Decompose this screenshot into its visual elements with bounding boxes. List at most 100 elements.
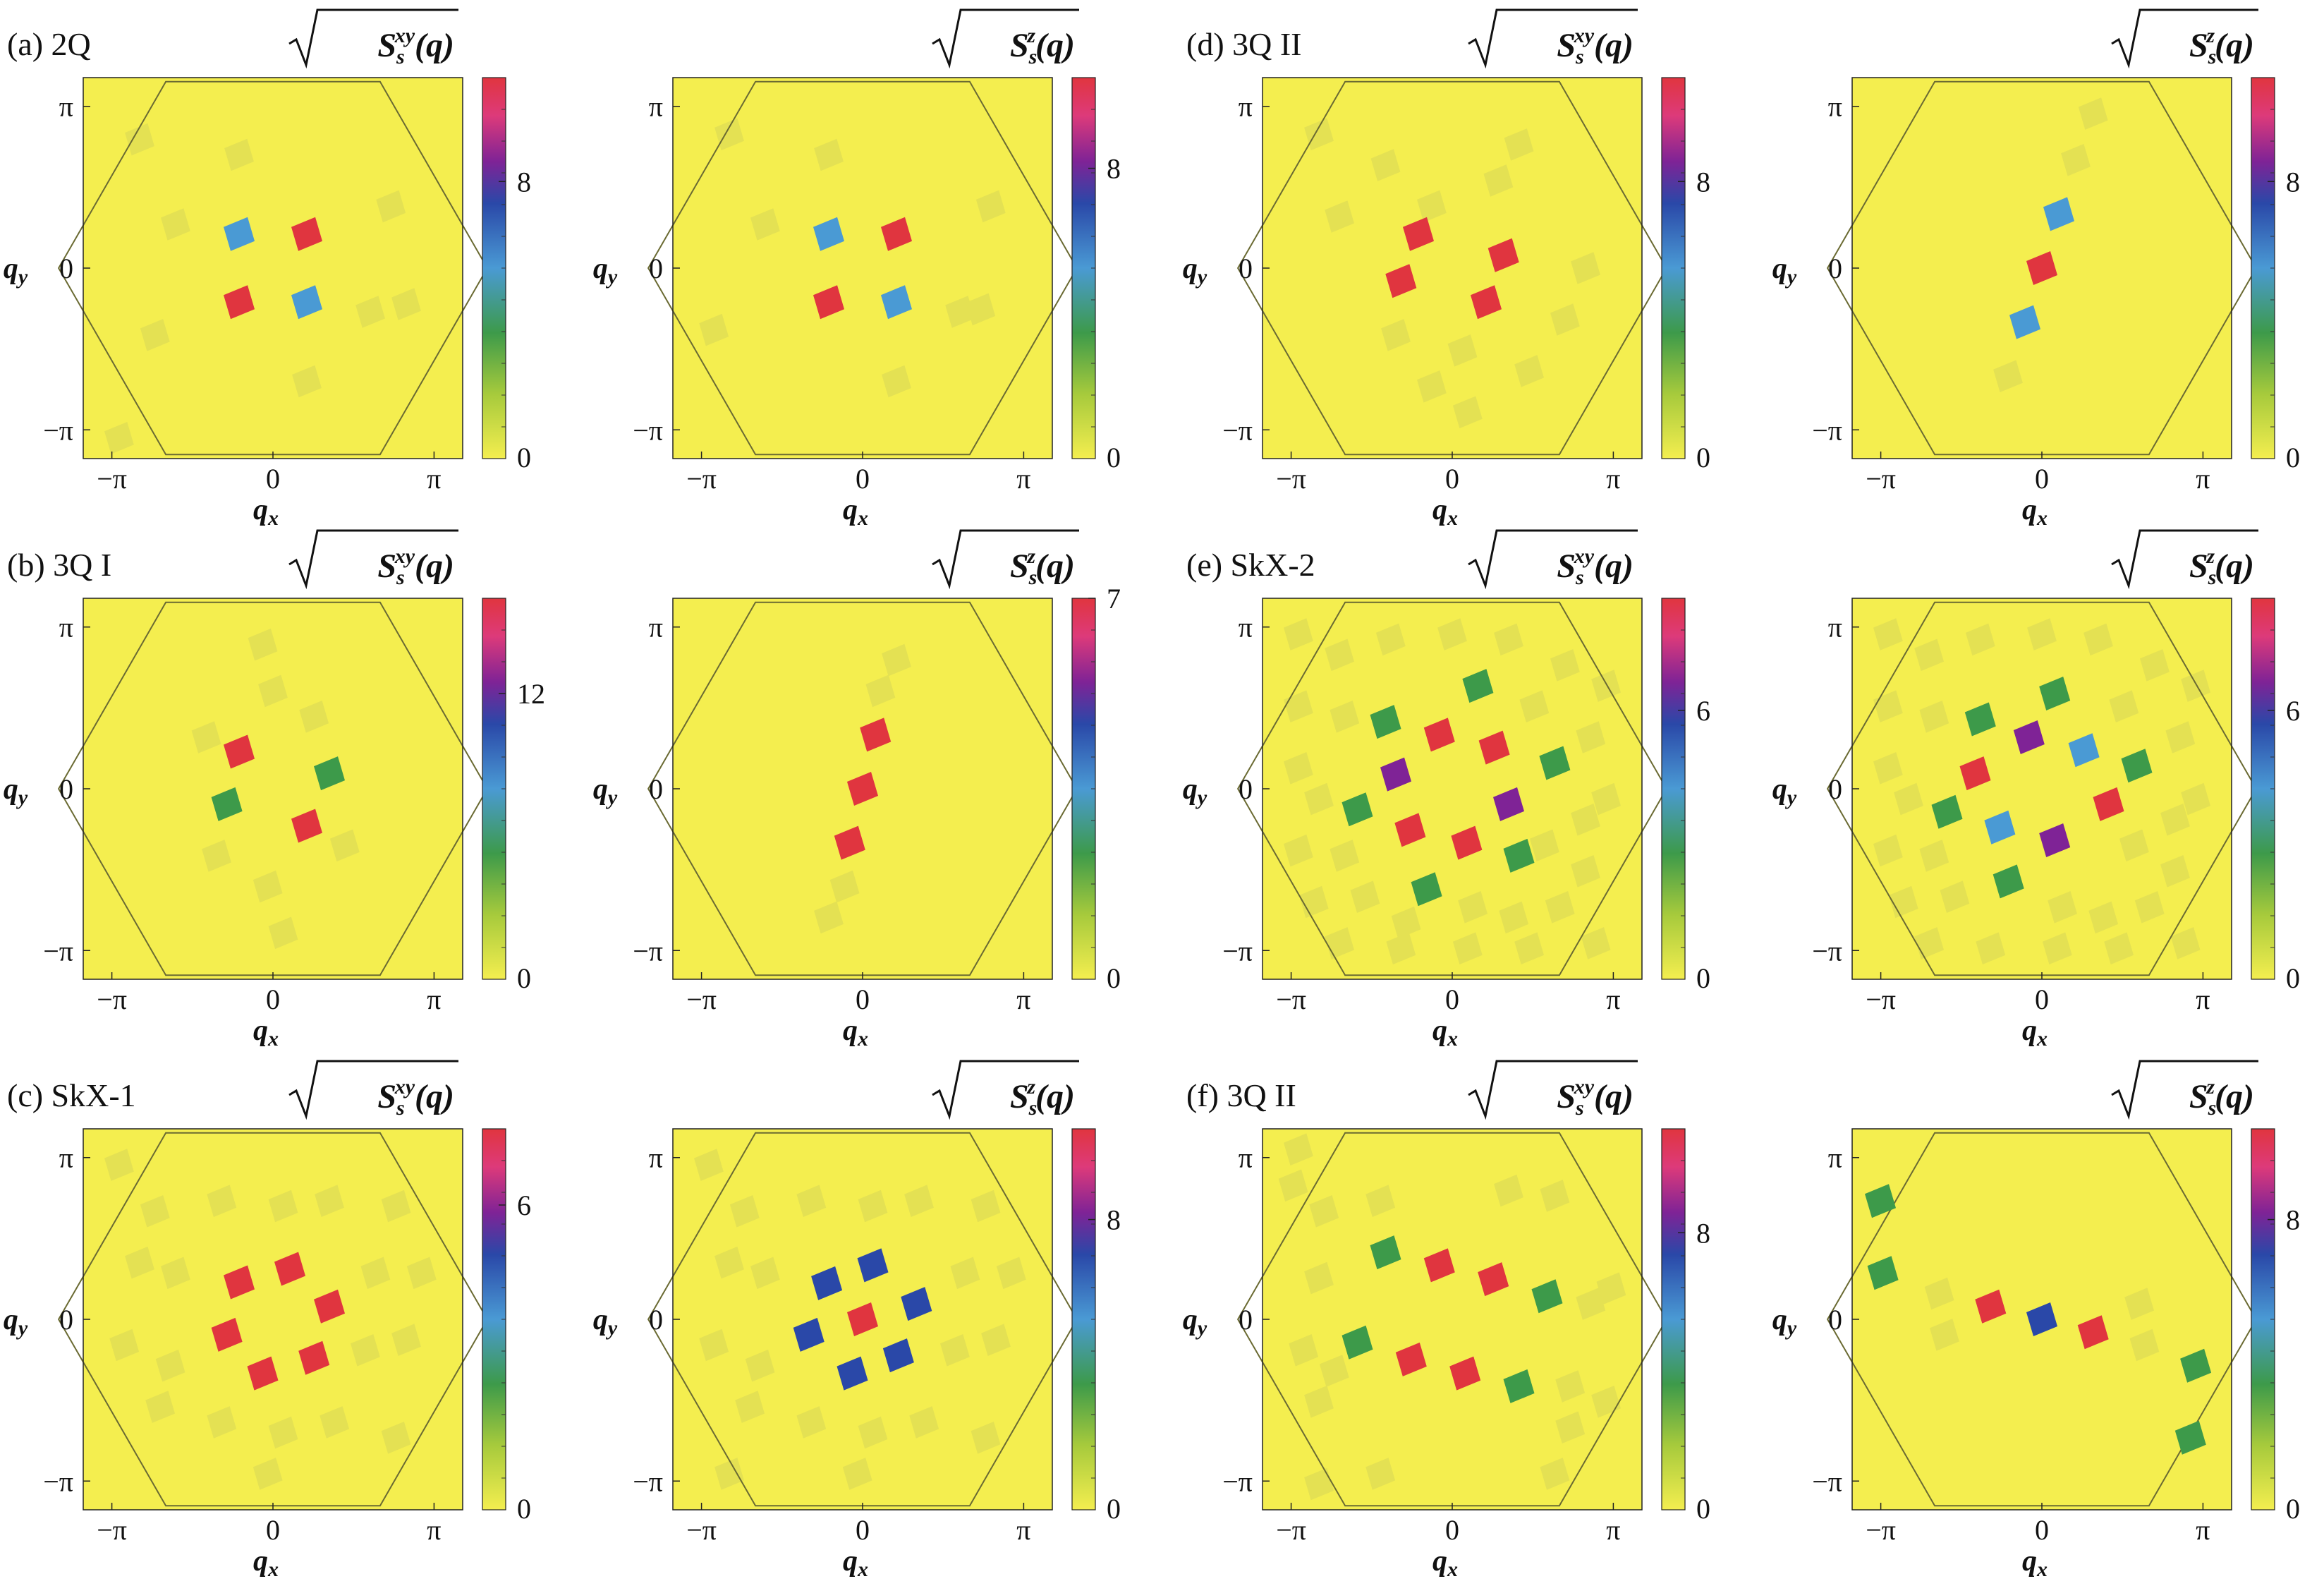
colorbar-label-S: S (377, 547, 396, 585)
faint-peak-2 (750, 208, 780, 241)
colorbar-label-arg: (q) (1594, 1078, 1634, 1115)
x-tick-pi: π (427, 983, 441, 1015)
faint-peak-2 (829, 870, 860, 903)
colorbar-label-sup: xy (1574, 1075, 1595, 1098)
brillouin-zone-hexagon (647, 1132, 1078, 1507)
faint-peak-4 (2083, 623, 2113, 656)
x-tick-pi: π (2196, 463, 2210, 495)
faint-peak-10 (109, 1328, 140, 1362)
colorbar-label-S: S (1010, 547, 1029, 585)
faint-peak-27 (2104, 932, 2134, 964)
faint-peak-0 (694, 1149, 724, 1181)
peak-4 (1867, 1256, 1899, 1290)
panel-title: (b) 3Q I (7, 547, 111, 583)
colorbar-tick-value: 6 (2286, 695, 2300, 727)
faint-peak-23 (1499, 901, 1529, 934)
faint-peak-10 (699, 1328, 729, 1362)
peak-1 (314, 756, 345, 791)
colorbar-label-S: S (1557, 27, 1576, 64)
faint-peak-0 (248, 628, 278, 661)
y-axis-label: qy (1772, 253, 1797, 289)
faint-peak-14 (1591, 782, 1621, 816)
faint-peak-8 (104, 422, 134, 454)
faint-peak-16 (1330, 840, 1360, 872)
peak-11 (1539, 746, 1571, 780)
faint-peak-8 (1330, 701, 1360, 733)
peak-0 (224, 1265, 255, 1300)
colorbar-label: Ssxy(q) (1557, 1075, 1634, 1120)
x-axis-label-q: q (253, 1015, 268, 1047)
colorbar-label-S: S (2189, 27, 2208, 64)
peak-0 (860, 718, 892, 752)
faint-peak-2 (2078, 97, 2108, 130)
x-axis-label-q: q (843, 1545, 858, 1578)
faint-peak-6 (125, 1246, 154, 1279)
y-tick-neg-pi: −π (633, 935, 663, 967)
y-axis-label-sub: y (16, 1316, 28, 1340)
radical-sign (2111, 529, 2258, 590)
colorbar-label-arg: (q) (1035, 1078, 1075, 1115)
faint-peak-5 (2140, 649, 2170, 682)
x-tick-neg-pi: −π (97, 463, 127, 495)
colorbar-label-sub: s (396, 566, 405, 589)
faint-peak-7 (1447, 334, 1478, 367)
peak-3 (1531, 1279, 1563, 1314)
y-axis-label-q: q (1772, 1304, 1787, 1336)
peak-3 (847, 1302, 878, 1336)
faint-peak-7 (975, 190, 1006, 223)
colorbar-label-sup: z (1026, 1075, 1035, 1098)
x-tick-neg-pi: −π (97, 983, 127, 1015)
faint-peak-7 (750, 1257, 780, 1290)
faint-peak-18 (971, 1422, 1001, 1454)
x-tick-neg-pi: −π (1866, 983, 1896, 1015)
colorbar-tick-value: 8 (2286, 166, 2300, 198)
colorbar-label-sub: s (2208, 566, 2217, 589)
radical-sign (932, 529, 1079, 590)
faint-peak-12 (1304, 782, 1334, 816)
radical-sign (288, 529, 458, 590)
faint-peak-19 (253, 1458, 283, 1490)
colorbar-label-arg: (q) (415, 1078, 454, 1115)
colorbar-tick-zero: 0 (517, 962, 531, 994)
x-axis-label-q: q (253, 1545, 268, 1578)
faint-peak-3 (1278, 1169, 1308, 1202)
faint-peak-1 (258, 674, 288, 708)
faint-peak-17 (1365, 1458, 1396, 1490)
y-tick-zero: 0 (1239, 1304, 1253, 1336)
y-axis-label-q: q (1772, 253, 1787, 285)
faint-peak-3 (1930, 1319, 1959, 1351)
x-axis-label-q: q (843, 1015, 858, 1047)
faint-peak-0 (104, 1149, 134, 1181)
peak-5 (1395, 1342, 1427, 1376)
y-axis-label: qy (4, 773, 28, 809)
faint-peak-0 (882, 643, 911, 677)
faint-peak-13 (2160, 804, 2190, 836)
colorbar-tick-value: 12 (517, 678, 545, 710)
y-tick-zero: 0 (649, 773, 663, 805)
faint-peak-6 (1591, 670, 1621, 702)
faint-peak-22 (2088, 901, 2119, 934)
faint-peak-0 (714, 118, 744, 151)
peak-3 (1471, 285, 1502, 320)
faint-peak-19 (1888, 885, 1918, 919)
faint-peak-14 (145, 1391, 175, 1423)
y-tick-zero: 0 (59, 253, 73, 284)
faint-peak-7 (1873, 690, 1903, 722)
faint-peak-21 (1391, 906, 1421, 939)
peak-3 (881, 285, 912, 320)
y-axis-label: qy (4, 1304, 28, 1340)
colorbar-label-S: S (377, 27, 396, 64)
faint-peak-5 (381, 1190, 411, 1223)
faint-peak-17 (2119, 829, 2149, 862)
faint-peak-9 (1519, 690, 1550, 722)
y-tick-pi: π (1239, 612, 1253, 643)
colorbar-label-S: S (1010, 1078, 1029, 1115)
peak-5 (298, 1340, 330, 1375)
colorbar-label-arg: (q) (415, 547, 454, 585)
peak-5 (2180, 1348, 2212, 1383)
x-tick-pi: π (1606, 983, 1620, 1015)
colorbar-label-sub: s (1575, 45, 1584, 68)
y-tick-pi: π (1239, 91, 1253, 123)
